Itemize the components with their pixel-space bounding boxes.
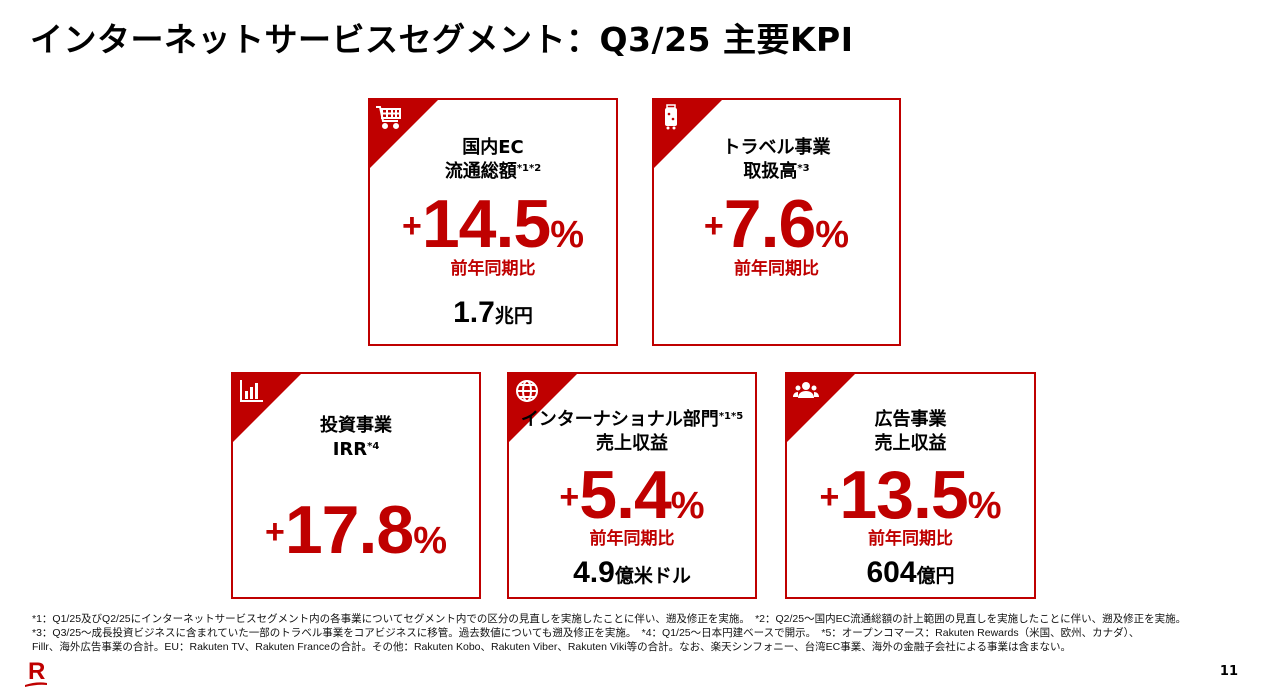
footnote-line: Fillr、海外広告事業の合計。EU：Rakuten TV、Rakuten Fr… — [32, 641, 1071, 653]
amount: 604億円 — [866, 556, 955, 589]
amount: 1.7兆円 — [453, 296, 533, 329]
card-title: 広告事業 売上収益 — [874, 409, 947, 454]
growth-value: +7.6% — [703, 186, 850, 262]
kpi-card-investment: 投資事業 IRR*4 +17.8% — [231, 372, 481, 599]
kpi-card-advertising: 広告事業 売上収益 +13.5% 前年同期比 604億円 — [785, 372, 1036, 599]
card-title: 投資事業 IRR*4 — [320, 415, 392, 460]
corner-ribbon — [233, 374, 301, 442]
corner-ribbon — [787, 374, 855, 442]
rakuten-logo: R — [25, 658, 47, 687]
svg-text:R: R — [28, 658, 45, 685]
yoy-label: 前年同期比 — [589, 529, 675, 549]
growth-value: +17.8% — [264, 492, 447, 568]
suitcase-icon — [665, 104, 677, 130]
card-title: 国内EC 流通総額*1*2 — [444, 137, 542, 182]
card-title: インターナショナル部門*1*5 売上収益 — [520, 409, 744, 454]
footnote-line: *3：Q3/25～成長投資ビジネスに含まれていた一部のトラベル事業をコアビジネス… — [32, 627, 1140, 639]
globe-icon — [516, 380, 538, 402]
bar-chart-icon — [240, 380, 263, 402]
page-title: インターネットサービスセグメント：Q3/25 主要KPI — [30, 20, 854, 59]
amount: 4.9億米ドル — [573, 556, 691, 589]
shopping-cart-icon — [376, 106, 401, 129]
yoy-label: 前年同期比 — [450, 259, 536, 279]
kpi-card-international: インターナショナル部門*1*5 売上収益 +5.4% 前年同期比 4.9億米ドル — [507, 372, 757, 599]
footnote-line: *1：Q1/25及びQ2/25にインターネットサービスセグメント内の各事業につい… — [32, 613, 1187, 625]
yoy-label: 前年同期比 — [868, 529, 953, 549]
people-icon — [793, 382, 819, 398]
footnotes: *1：Q1/25及びQ2/25にインターネットサービスセグメント内の各事業につい… — [32, 612, 1186, 654]
page-number: 11 — [1219, 664, 1238, 679]
kpi-card-travel: トラベル事業 取扱高*3 +7.6% 前年同期比 — [652, 98, 901, 346]
yoy-label: 前年同期比 — [734, 259, 819, 279]
card-title: トラベル事業 取扱高*3 — [722, 137, 831, 182]
growth-value: +13.5% — [819, 457, 1002, 533]
kpi-card-domestic-ec: 国内EC 流通総額*1*2 +14.5% 前年同期比 1.7兆円 — [368, 98, 618, 346]
growth-value: +14.5% — [401, 186, 584, 262]
growth-value: +5.4% — [559, 457, 705, 533]
